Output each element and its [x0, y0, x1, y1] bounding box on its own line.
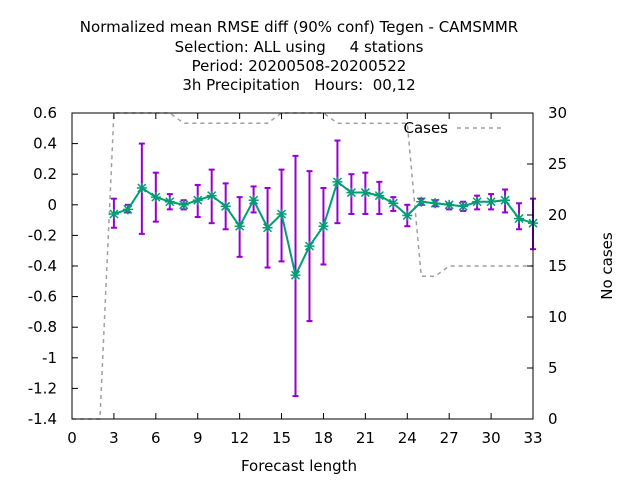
y2-tick-label: 20: [548, 206, 567, 224]
title-line-4: 3h Precipitation Hours: 00,12: [182, 76, 415, 94]
y2-tick-label: 25: [548, 155, 567, 173]
y-tick-label: -1.4: [28, 410, 57, 428]
y-tick-label: -1.2: [28, 379, 57, 397]
x-tick-label: 24: [398, 429, 417, 447]
rmse-point: [332, 176, 343, 187]
rmse-point: [262, 222, 273, 233]
plot-area: [72, 112, 538, 420]
y-tick-label: 0.2: [33, 165, 57, 183]
rmse-point: [206, 190, 217, 201]
rmse-point: [248, 195, 259, 206]
rmse-point: [164, 196, 175, 207]
x-tick-label: 27: [440, 429, 459, 447]
rmse-point: [318, 221, 329, 232]
rmse-point: [304, 241, 315, 252]
rmse-point: [108, 208, 119, 219]
rmse-point: [150, 192, 161, 203]
y2-tick-label: 5: [548, 359, 558, 377]
axes: 0 3 6 9 12 15 18 21 24 27 30 33 -1.4 -1.2 -1 -0.8 -0.6 -0…: [28, 104, 567, 447]
x-tick-label: 0: [67, 429, 77, 447]
x-tick-label: 12: [230, 429, 249, 447]
y-tick-label: -0.4: [28, 257, 57, 275]
x-tick-label: 21: [356, 429, 375, 447]
y-tick-label: -0.2: [28, 226, 57, 244]
y2-axis-label: No cases: [598, 232, 616, 300]
rmse-point: [416, 196, 427, 207]
rmse-point: [402, 210, 413, 221]
y-tick-label: -1: [42, 349, 57, 367]
rmse-point: [360, 187, 371, 198]
y2-tick-label: 15: [548, 257, 567, 275]
rmse-point: [388, 198, 399, 209]
title-line-1: Normalized mean RMSE diff (90% conf) Teg…: [80, 18, 518, 36]
rmse-point: [346, 187, 357, 198]
y2-tick-label: 0: [548, 410, 558, 428]
rmse-point: [276, 208, 287, 219]
rmse-point: [374, 190, 385, 201]
rmse-point: [220, 201, 231, 212]
title-line-3: Period: 20200508-20200522: [192, 57, 407, 75]
x-tick-label: 33: [523, 429, 542, 447]
x-tick-label: 18: [314, 429, 333, 447]
y2-tick-label: 30: [548, 104, 567, 122]
rmse-point: [136, 182, 147, 193]
x-tick-label: 3: [109, 429, 119, 447]
y-tick-label: 0: [47, 196, 57, 214]
x-tick-label: 15: [272, 429, 291, 447]
rmse-point: [514, 213, 525, 224]
legend: Cases: [403, 119, 505, 137]
rmse-point: [234, 221, 245, 232]
y-tick-label: 0.4: [33, 135, 57, 153]
chart-title: Normalized mean RMSE diff (90% conf) Teg…: [80, 18, 518, 94]
x-axis-label: Forecast length: [241, 457, 357, 475]
x-tick-label: 6: [151, 429, 161, 447]
y-tick-label: -0.6: [28, 288, 57, 306]
rmse-point: [192, 195, 203, 206]
y-tick-label: 0.6: [33, 104, 57, 122]
rmse-point: [472, 196, 483, 207]
y2-tick-label: 10: [548, 308, 567, 326]
rmse-point: [444, 199, 455, 210]
y-tick-label: -0.8: [28, 318, 57, 336]
x-tick-label: 9: [193, 429, 203, 447]
rmse-point: [430, 198, 441, 209]
rmse-point: [122, 204, 133, 215]
rmse-point: [500, 195, 511, 206]
x-tick-label: 30: [482, 429, 501, 447]
rmse-point: [486, 196, 497, 207]
rmse-point: [178, 199, 189, 210]
rmse-point: [458, 201, 469, 212]
title-line-2: Selection: ALL using 4 stations: [175, 38, 424, 56]
legend-label-cases: Cases: [403, 119, 448, 137]
rmse-point: [290, 270, 301, 281]
